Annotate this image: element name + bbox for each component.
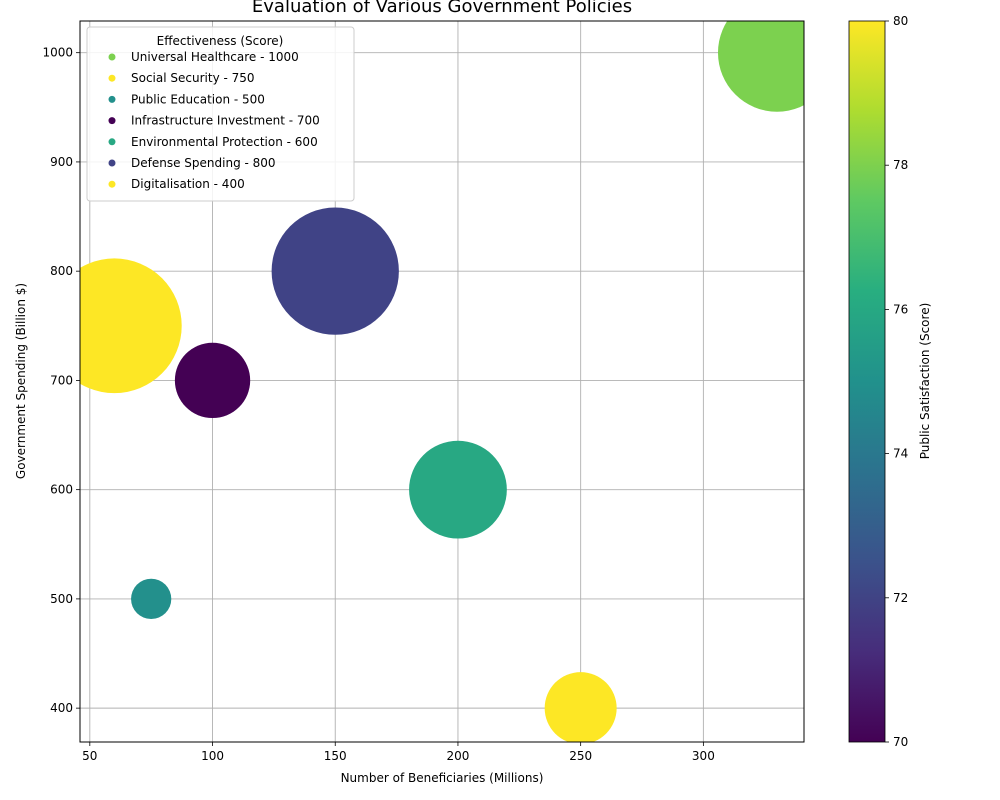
colorbar-tick-label: 76 [893,302,908,316]
chart-title: Evaluation of Various Government Policie… [252,0,632,17]
bubble [409,440,507,539]
bubbles [80,21,804,742]
legend-entry: Defense Spending - 800 [131,156,276,170]
y-axis-label: Government Spending (Billion $) [14,283,28,479]
legend-marker [108,180,116,188]
y-tick-label: 800 [50,264,73,278]
y-tick-label: 400 [50,701,73,715]
colorbar: 70 72 74 76 78 80 Public Satisfaction (Score) [848,14,932,749]
colorbar-tick-label: 74 [893,447,908,461]
x-tick-label: 300 [692,749,715,763]
y-axis: 400 500 600 700 800 900 1000 [42,46,80,715]
x-tick-label: 150 [324,749,347,763]
legend-marker [108,117,116,125]
legend-marker [108,95,116,103]
plot-frame [79,20,805,743]
bubble [174,342,251,419]
y-tick-label: 500 [50,592,73,606]
y-tick-label: 900 [50,155,73,169]
legend-marker [108,138,116,146]
x-tick-label: 100 [201,749,224,763]
colorbar-tick-label: 72 [893,591,908,605]
x-axis-label: Number of Beneficiaries (Millions) [341,771,544,785]
colorbar-tick-label: 70 [893,735,908,749]
legend-box [86,26,355,202]
legend-title: Effectiveness (Score) [157,34,284,48]
y-tick-label: 1000 [42,46,73,60]
colorbar-tick-label: 78 [893,158,908,172]
legend-entry: Social Security - 750 [131,71,255,85]
bubble [544,672,617,742]
x-tick-label: 200 [446,749,469,763]
bubble [80,258,182,394]
bubble [718,21,804,112]
legend-entry: Universal Healthcare - 1000 [131,50,299,64]
legend-marker [108,159,116,167]
legend: Effectiveness (Score) Universal Healthca… [86,26,355,202]
legend-entry: Public Education - 500 [131,92,265,106]
y-tick-label: 600 [50,483,73,497]
colorbar-label: Public Satisfaction (Score) [918,303,932,460]
colorbar-tick-label: 80 [893,14,908,28]
x-tick-label: 250 [569,749,592,763]
legend-marker [108,53,116,61]
bubble [131,578,172,620]
legend-entry: Digitalisation - 400 [131,177,245,191]
colorbar-gradient [848,20,886,743]
x-axis: 50 100 150 200 250 300 [82,742,715,763]
legend-entry: Environmental Protection - 600 [131,135,318,149]
legend-entry: Infrastructure Investment - 700 [131,114,320,128]
x-tick-label: 50 [82,749,97,763]
y-tick-label: 700 [50,373,73,387]
legend-marker [108,74,116,82]
bubble [271,207,399,335]
